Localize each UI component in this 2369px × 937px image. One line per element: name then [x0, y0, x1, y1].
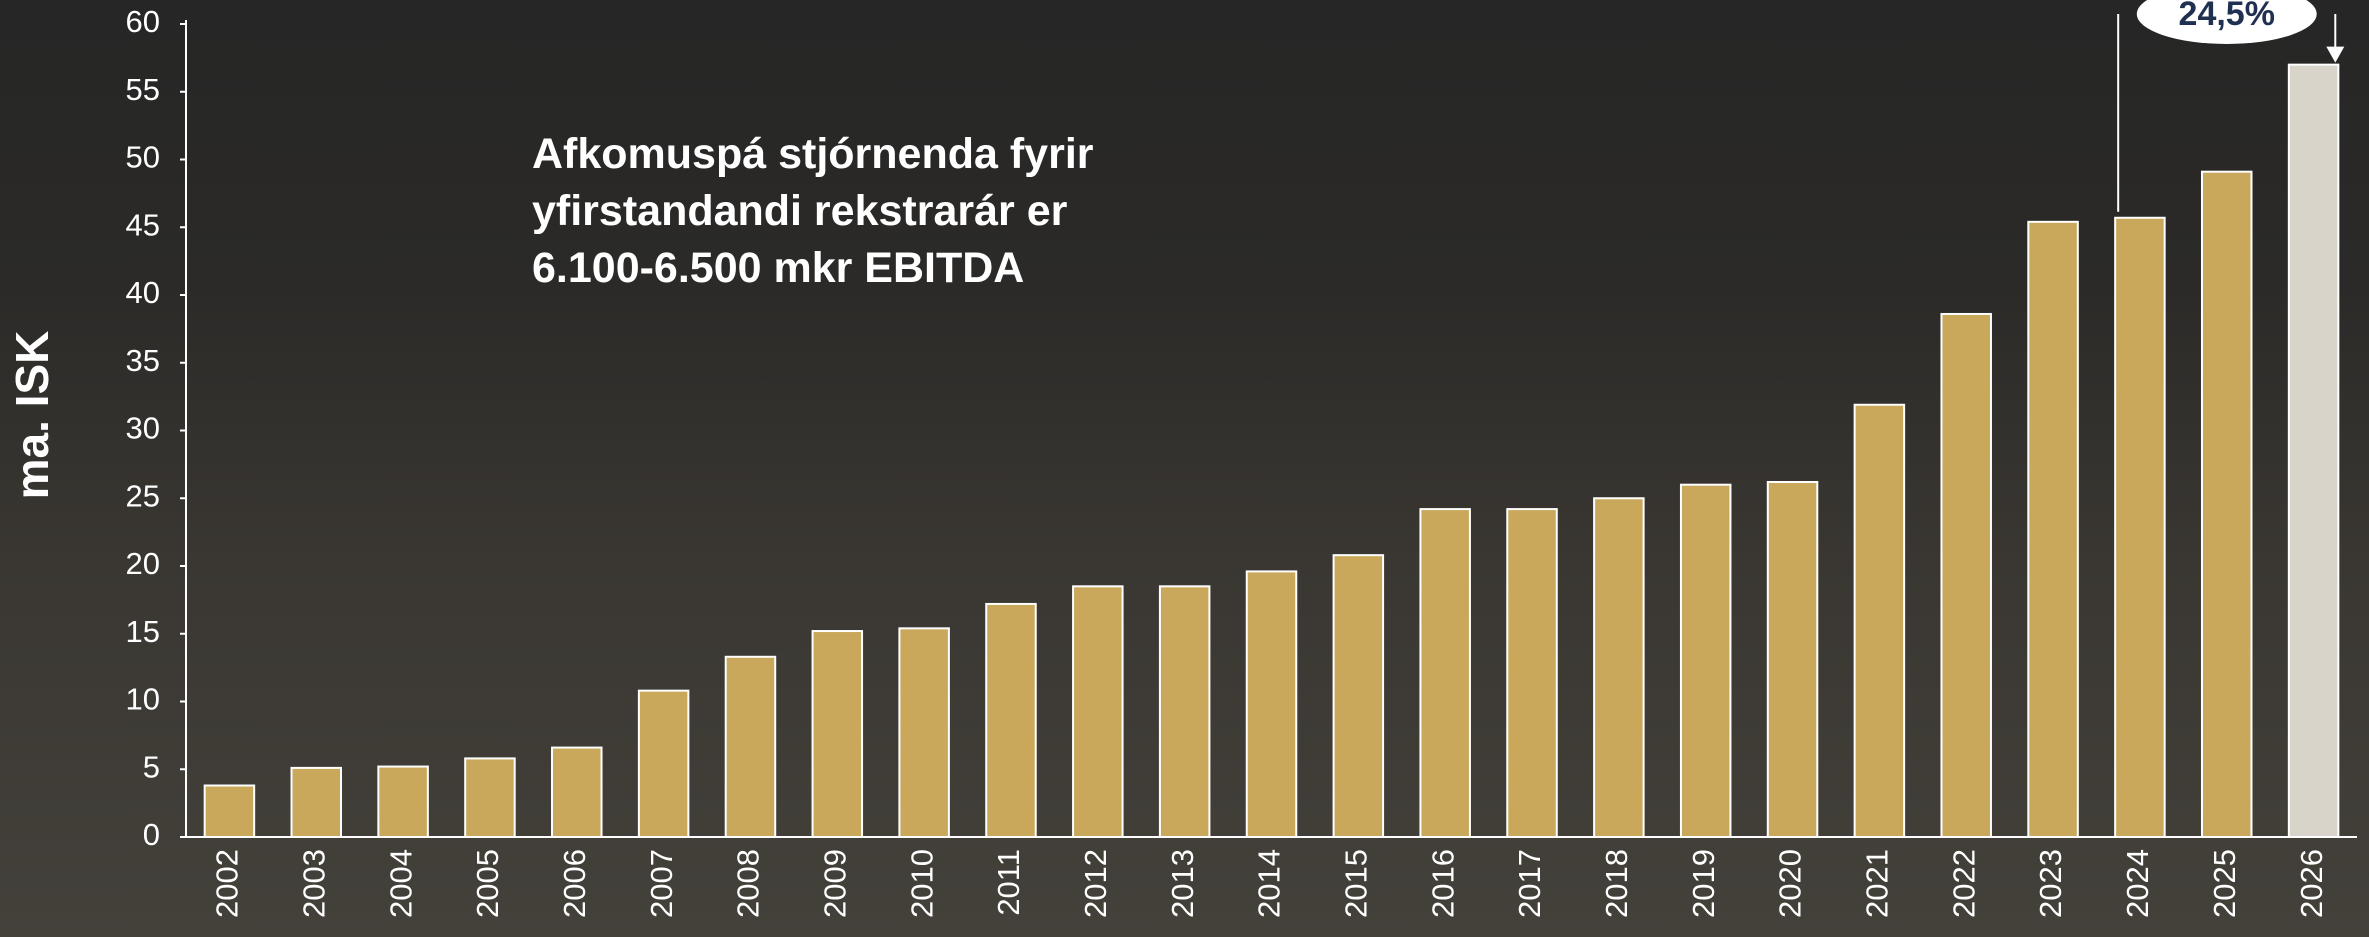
y-tick-label: 20: [126, 546, 160, 581]
bar: [1332, 554, 1385, 838]
y-tick-label: 55: [126, 72, 160, 107]
y-axis-label: ma. ISK: [6, 331, 58, 500]
bar: [1072, 585, 1124, 839]
x-tick-label: 2025: [2207, 849, 2242, 918]
x-tick-label: 2013: [1165, 849, 1200, 918]
annotation-bubble: [2136, 0, 2317, 44]
bar: [2027, 220, 2079, 838]
bar: [464, 757, 516, 838]
x-tick-label: 2005: [470, 849, 505, 918]
bar: [2200, 170, 2253, 838]
x-tick-label: 2019: [1686, 849, 1721, 918]
x-tick-label: 2004: [383, 849, 418, 918]
y-tick-label: 10: [126, 682, 160, 717]
bar: [2114, 216, 2166, 838]
y-tick-label: 25: [126, 478, 160, 513]
x-tick-label: 2006: [557, 849, 592, 918]
bar: [724, 655, 777, 838]
y-tick-label: 0: [143, 817, 160, 852]
x-tick-label: 2010: [904, 849, 939, 918]
bar: [811, 630, 864, 838]
annotation-label: 24,5%: [2179, 0, 2275, 33]
x-tick-label: 2011: [991, 849, 1026, 916]
x-tick-label: 2016: [1425, 849, 1460, 918]
x-tick-label: 2014: [1252, 849, 1287, 918]
x-tick-label: 2007: [644, 849, 679, 918]
bar: [1766, 480, 1819, 838]
bar: [637, 689, 690, 838]
bar: [1158, 585, 1211, 839]
chart-title-line: 6.100-6.500 mkr EBITDA: [532, 244, 1024, 292]
y-tick-label: 5: [143, 749, 160, 784]
y-tick-label: 40: [126, 275, 160, 310]
x-tick-label: 2008: [731, 849, 766, 918]
bar: [1940, 312, 1992, 839]
x-tick-label: 2015: [1339, 849, 1374, 918]
x-tick-label: 2003: [296, 849, 331, 918]
x-tick-label: 2018: [1599, 849, 1634, 918]
bar: [377, 765, 429, 838]
bar: [985, 602, 1037, 838]
bar: [898, 627, 950, 839]
annotation-arrow: [2326, 46, 2345, 63]
x-tick-label: 2022: [1946, 849, 1981, 918]
bar: [1679, 483, 1732, 838]
x-tick-label: 2012: [1078, 849, 1113, 918]
bar: [203, 784, 256, 839]
y-tick-label: 35: [126, 343, 160, 378]
x-tick-label: 2002: [210, 849, 245, 918]
y-tick-label: 45: [126, 207, 160, 242]
x-tick-label: 2009: [817, 849, 852, 918]
y-tick-label: 60: [126, 4, 160, 39]
bar: [1593, 497, 1645, 838]
x-tick-label: 2020: [1773, 849, 1808, 918]
y-tick-label: 50: [126, 140, 160, 175]
bar: [1245, 570, 1298, 838]
x-tick-label: 2021: [1860, 849, 1895, 918]
x-tick-label: 2026: [2294, 849, 2329, 918]
bar: [1506, 508, 1558, 838]
bar: [1419, 508, 1471, 838]
y-tick-label: 15: [126, 614, 160, 649]
y-tick-label: 30: [126, 411, 160, 446]
bar: [1853, 403, 1906, 838]
x-tick-label: 2024: [2120, 849, 2155, 918]
bar: [2287, 63, 2340, 838]
bar: [551, 746, 603, 839]
x-tick-label: 2017: [1512, 849, 1547, 918]
chart-title-line: Afkomuspá stjórnenda fyrir: [532, 130, 1094, 178]
chart-title-line: yfirstandandi rekstrarár er: [532, 187, 1068, 235]
x-tick-label: 2023: [2033, 849, 2068, 918]
bar: [290, 766, 343, 839]
